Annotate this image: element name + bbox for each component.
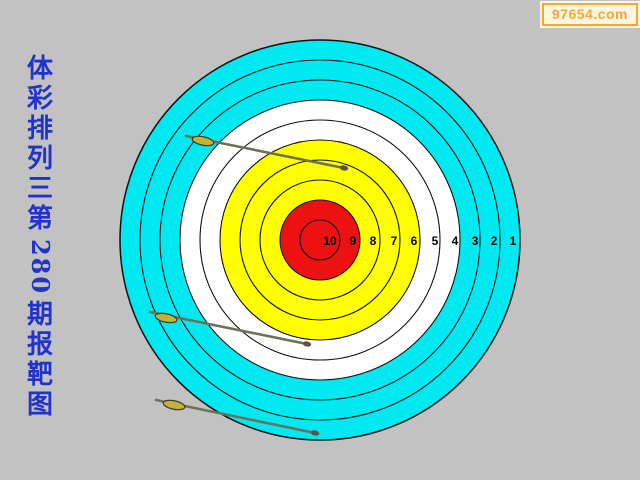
title-char: 第 xyxy=(26,204,53,234)
title-char: 图 xyxy=(26,390,53,420)
ring-label-7: 7 xyxy=(391,234,398,248)
vertical-title: 体 彩 排 列 三 第 280 期 报 靶 图 xyxy=(20,54,60,420)
title-issue-number: 280 xyxy=(26,238,56,296)
ring-10 xyxy=(299,219,341,261)
title-char: 三 xyxy=(26,174,53,204)
arrow-3-fletching xyxy=(162,399,186,411)
ring-label-3: 3 xyxy=(472,234,479,248)
arrow-1-tip-ring-7 xyxy=(339,165,349,171)
arrow-2-tip-ring-5 xyxy=(302,341,312,347)
title-char: 靶 xyxy=(26,360,53,390)
ring-label-2: 2 xyxy=(491,234,498,248)
title-char: 期 xyxy=(26,300,53,330)
arrow-2-fletching xyxy=(154,312,178,324)
arrow-2-shaft xyxy=(148,310,309,346)
watermark: 97654.com xyxy=(541,3,638,26)
title-char: 报 xyxy=(26,330,53,360)
ring-label-9: 9 xyxy=(350,234,357,248)
ring-label-4: 4 xyxy=(452,234,459,248)
ring-label-10: 10 xyxy=(323,234,337,248)
arrow-3-tip-ring-1 xyxy=(310,430,320,436)
arrow-1-fletching xyxy=(191,135,215,147)
watermark-text: 97654.com xyxy=(551,6,628,22)
title-char: 体 xyxy=(26,54,53,84)
ring-label-5: 5 xyxy=(432,234,439,248)
title-char: 排 xyxy=(26,114,53,144)
ring-label-8: 8 xyxy=(370,234,377,248)
ring-label-1: 1 xyxy=(510,234,517,248)
title-char: 列 xyxy=(26,144,53,174)
ring-label-6: 6 xyxy=(411,234,418,248)
title-char: 彩 xyxy=(26,84,53,114)
